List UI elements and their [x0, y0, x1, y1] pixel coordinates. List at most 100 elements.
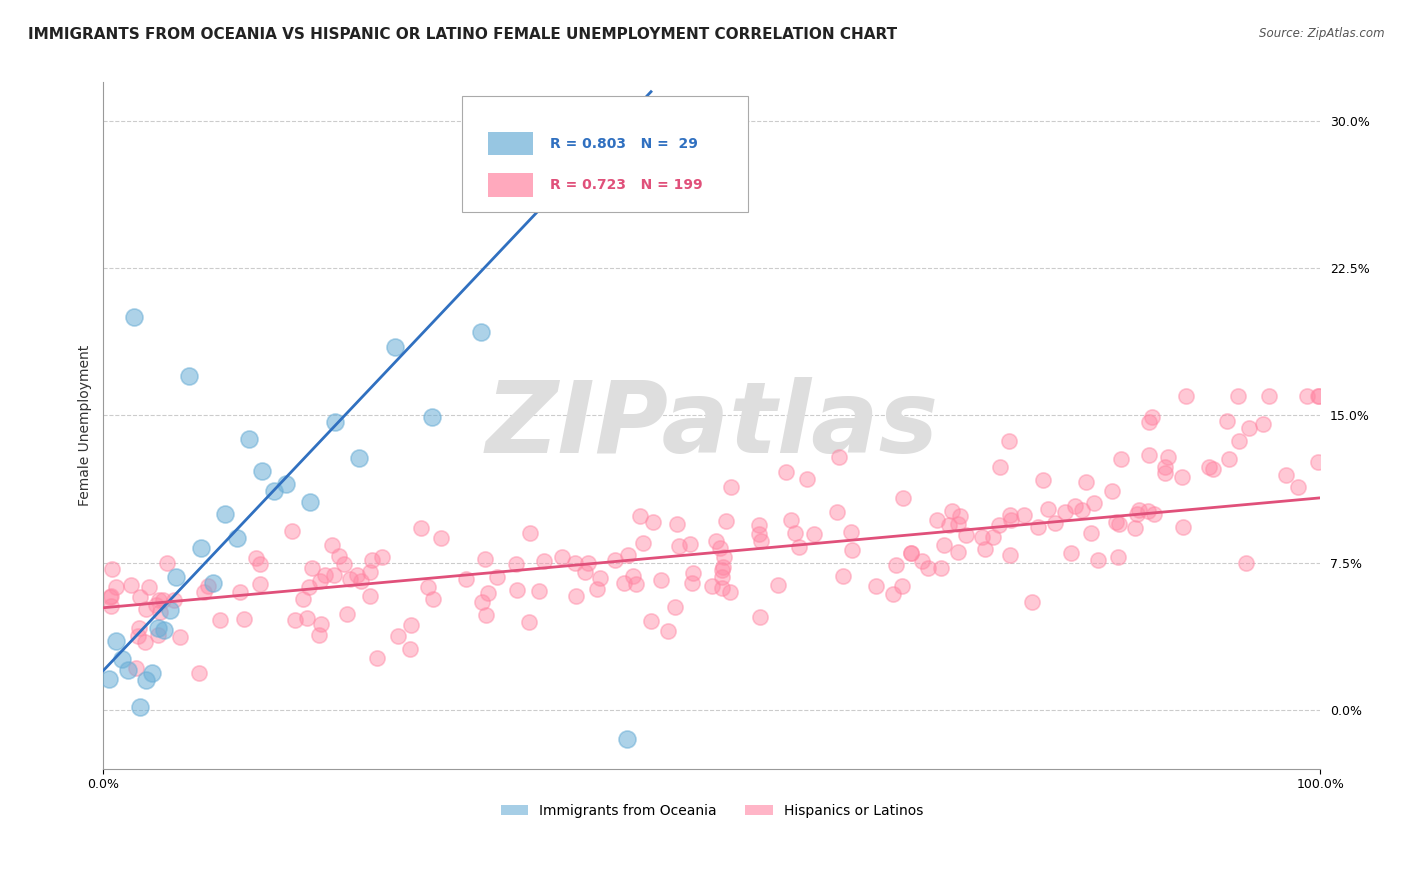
Point	[576, 557, 599, 571]
Point	[900, 546, 922, 560]
Point	[127, 629, 149, 643]
Point	[188, 666, 211, 681]
Point	[101, 562, 124, 576]
Point	[825, 505, 848, 519]
Point	[711, 559, 734, 574]
Point	[796, 472, 818, 486]
Point	[1109, 452, 1132, 467]
Point	[891, 491, 914, 505]
Point	[336, 607, 359, 622]
Text: ZIPatlas: ZIPatlas	[485, 376, 938, 474]
Point	[429, 531, 451, 545]
Legend: Immigrants from Oceania, Hispanics or Latinos: Immigrants from Oceania, Hispanics or La…	[495, 798, 929, 823]
Point	[309, 617, 332, 632]
Point	[564, 590, 586, 604]
Point	[564, 557, 586, 571]
Point	[209, 613, 232, 627]
Point	[841, 542, 863, 557]
Point	[631, 536, 654, 550]
Point	[766, 578, 789, 592]
Point	[929, 561, 952, 575]
Point	[470, 326, 492, 340]
Point	[1306, 455, 1329, 469]
Text: R = 0.723   N = 199: R = 0.723 N = 199	[550, 178, 703, 192]
Point	[780, 513, 803, 527]
Point	[682, 566, 704, 580]
Point	[934, 538, 956, 552]
Point	[333, 557, 356, 571]
Point	[117, 663, 139, 677]
Point	[328, 549, 350, 563]
Point	[384, 340, 406, 354]
Point	[165, 569, 187, 583]
Point	[98, 673, 121, 687]
Point	[105, 580, 128, 594]
Point	[1137, 448, 1160, 462]
Point	[1137, 503, 1160, 517]
Point	[988, 459, 1011, 474]
Point	[190, 541, 212, 556]
FancyBboxPatch shape	[463, 95, 748, 212]
Point	[350, 574, 373, 588]
Point	[1101, 483, 1123, 498]
Point	[865, 579, 887, 593]
Point	[308, 574, 330, 589]
Point	[177, 369, 200, 384]
Point	[1142, 410, 1164, 425]
Point	[1201, 461, 1223, 475]
Point	[418, 580, 440, 594]
Point	[346, 568, 368, 582]
Point	[714, 514, 737, 528]
Point	[314, 567, 336, 582]
Point	[159, 603, 181, 617]
Point	[640, 615, 662, 629]
Point	[938, 518, 960, 533]
Point	[214, 507, 236, 521]
Point	[1137, 415, 1160, 429]
Point	[100, 599, 122, 613]
Point	[1306, 389, 1329, 403]
Point	[152, 592, 174, 607]
Point	[422, 591, 444, 606]
Point	[238, 432, 260, 446]
Point	[1032, 473, 1054, 487]
FancyBboxPatch shape	[488, 132, 533, 155]
Point	[1070, 503, 1092, 517]
Point	[249, 557, 271, 571]
Point	[1153, 466, 1175, 480]
Point	[228, 585, 250, 599]
Point	[574, 565, 596, 579]
Point	[134, 635, 156, 649]
Point	[803, 527, 825, 541]
Point	[650, 574, 672, 588]
Point	[1239, 421, 1261, 435]
Point	[775, 465, 797, 479]
Point	[1054, 505, 1077, 519]
Point	[586, 582, 609, 596]
Point	[748, 517, 770, 532]
Point	[141, 665, 163, 680]
Point	[621, 569, 644, 583]
Point	[1043, 516, 1066, 531]
Point	[589, 571, 612, 585]
Point	[148, 592, 170, 607]
Point	[129, 590, 152, 604]
Point	[322, 567, 344, 582]
Point	[1026, 520, 1049, 534]
Point	[1295, 389, 1317, 403]
Point	[420, 410, 443, 425]
Point	[710, 581, 733, 595]
Point	[527, 583, 550, 598]
Point	[295, 611, 318, 625]
Point	[550, 550, 572, 565]
Point	[104, 634, 127, 648]
Point	[250, 464, 273, 478]
Point	[713, 549, 735, 564]
Point	[149, 605, 172, 619]
Point	[533, 553, 555, 567]
Point	[519, 526, 541, 541]
Point	[1038, 501, 1060, 516]
Point	[111, 652, 134, 666]
Point	[613, 576, 636, 591]
Point	[122, 310, 145, 325]
